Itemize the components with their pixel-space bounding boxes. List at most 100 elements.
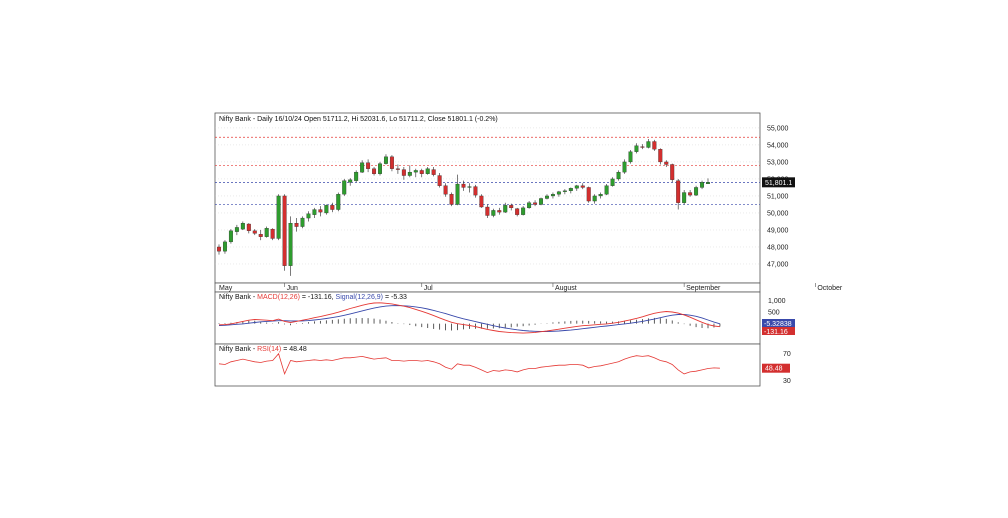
rsi-panel-frame (214, 343, 761, 387)
candle-body (586, 187, 591, 202)
candle-body (378, 163, 382, 174)
macd-value: = -131.16, (300, 294, 336, 301)
price-y-axis: 55,00054,00053,00052,00051,00050,00049,0… (767, 125, 789, 268)
candle-body (425, 168, 430, 174)
rsi-series-label: RSI(14) (257, 346, 281, 353)
candle-body (706, 182, 710, 185)
macd-value-badge: -131.16 (764, 329, 788, 336)
price-title: Nifty Bank - Daily 16/10/24 Open 51711.2… (219, 116, 498, 123)
candle-body (539, 198, 544, 205)
rsi-value-badge-bg (762, 363, 790, 373)
candle-body (294, 223, 299, 227)
macd-y-tick-label: 1,000 (768, 298, 786, 305)
candle-body (437, 175, 442, 186)
candle-body (509, 205, 514, 209)
candle-body (324, 205, 329, 214)
candle-body (473, 186, 478, 196)
month-axis: May Jun Jul August September October (214, 282, 843, 293)
price-y-tick-label: 49,000 (767, 227, 789, 234)
candle-body (276, 195, 281, 239)
candle-body (306, 213, 311, 219)
month-label: May (219, 285, 233, 292)
candle-body (688, 192, 693, 196)
rsi-value-badge-group: 48.48 (762, 363, 790, 373)
last-price-badge-bg (762, 177, 795, 188)
candle-body (395, 168, 400, 170)
rsi-y-axis: 70 30 (783, 351, 791, 385)
rsi-y-tick-label: 70 (783, 351, 791, 358)
candle-body (568, 188, 573, 191)
price-y-tick-label: 50,000 (767, 210, 789, 217)
candle-body (252, 230, 257, 234)
candle-body (389, 156, 394, 169)
candle-body (479, 195, 484, 208)
candle-body (228, 230, 233, 243)
candle-body (282, 195, 287, 266)
candle-body (383, 156, 388, 164)
candle-body (461, 183, 466, 188)
candle-body (670, 164, 675, 180)
candle-body (676, 180, 681, 203)
candle-body (497, 210, 502, 213)
rsi-value-badge: 48.48 (765, 366, 783, 373)
candle-body (443, 185, 448, 195)
rsi-title-prefix: Nifty Bank - (219, 346, 257, 353)
candle-body (622, 161, 627, 173)
candle-body (360, 162, 365, 173)
price-y-tick-label: 53,000 (767, 159, 789, 166)
price-candles (217, 138, 710, 276)
candle-body (246, 223, 251, 231)
candle-body (217, 246, 221, 252)
signal-series-label: Signal(12,26,9) (336, 294, 383, 301)
month-label: Jun (287, 285, 298, 292)
candle-body (270, 228, 275, 239)
candle-body (455, 183, 460, 205)
candle-body (467, 186, 472, 188)
candle-body (431, 169, 436, 175)
candle-body (401, 169, 406, 176)
candle-body (240, 223, 245, 230)
signal-value: = -5.33 (383, 294, 407, 301)
candle-body (682, 192, 687, 203)
candle-body (407, 171, 412, 176)
price-y-tick-label: 51,000 (767, 193, 789, 200)
rsi-panel: Nifty Bank - RSI(14) = 48.48 70 30 48.48 (214, 343, 791, 387)
rsi-y-tick-label: 30 (783, 378, 791, 385)
candle-body (562, 190, 567, 192)
last-price-label: 51,801.1 (765, 180, 792, 187)
candle-body (413, 170, 418, 173)
candle-body (312, 209, 317, 215)
candle-body (580, 185, 585, 188)
candle-body (574, 185, 579, 189)
candle-body (234, 227, 239, 232)
candle-body (258, 234, 263, 237)
price-y-tick-label: 48,000 (767, 244, 789, 251)
price-panel: Nifty Bank - Daily 16/10/24 Open 51711.2… (214, 112, 795, 284)
month-label: September (686, 285, 721, 292)
candle-body (485, 206, 490, 216)
candle-body (556, 191, 561, 195)
signal-value-badge: -5.32838 (764, 321, 792, 328)
last-price-badge: 51,801.1 (762, 177, 795, 188)
candle-body (658, 149, 663, 163)
candle-body (664, 161, 669, 165)
macd-line (218, 302, 720, 334)
candle-body (503, 205, 508, 213)
candle-body (222, 241, 227, 252)
price-gridlines (215, 127, 760, 265)
price-panel-frame (214, 112, 761, 284)
candle-body (610, 178, 615, 186)
candle-body (545, 195, 549, 199)
candle-body (628, 151, 633, 163)
candle-body (533, 202, 538, 205)
rsi-value: = 48.48 (281, 346, 307, 353)
candle-body (419, 170, 424, 174)
price-y-tick-label: 47,000 (767, 261, 789, 268)
candle-body (521, 207, 526, 215)
candle-body (640, 146, 645, 148)
candle-body (634, 145, 639, 152)
month-label: Jul (424, 285, 433, 292)
macd-title: Nifty Bank - MACD(12,26) = -131.16, Sign… (219, 294, 407, 301)
candle-body (300, 217, 305, 227)
